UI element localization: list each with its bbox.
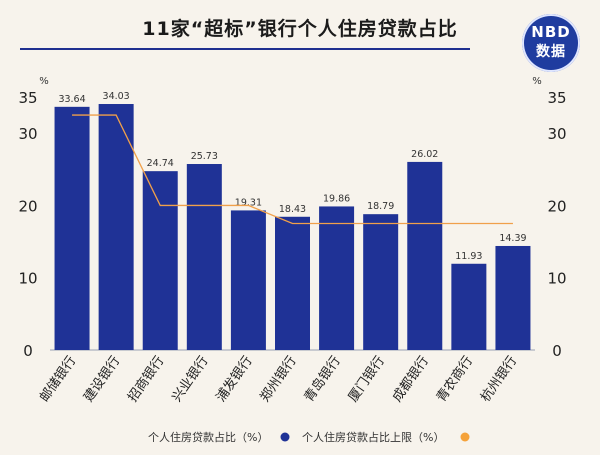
bar — [363, 214, 399, 350]
bar — [275, 216, 310, 350]
bar — [186, 164, 222, 350]
bar — [319, 206, 355, 350]
bar — [451, 263, 487, 350]
bar-value-label: 25.73 — [191, 151, 218, 162]
bar-value-label: 18.79 — [367, 201, 394, 212]
bar-value-label: 19.31 — [235, 197, 262, 208]
bar-value-label: 19.86 — [323, 193, 350, 204]
y-tick-label-right: 35 — [547, 89, 566, 107]
legend-marker-limit — [460, 432, 470, 442]
y-axis-unit-right: % — [532, 76, 542, 87]
y-tick-label-right: 0 — [552, 342, 562, 360]
x-tick-label: 兴业银行 — [169, 354, 211, 405]
bar — [230, 210, 266, 350]
y-tick-label-right: 10 — [547, 270, 566, 288]
y-tick-label-left: 20 — [18, 197, 37, 215]
y-tick-label-right: 30 — [547, 125, 566, 143]
bar — [54, 106, 90, 350]
nbd-logo: NBD 数据 — [522, 14, 580, 72]
x-tick-label: 招商银行 — [125, 354, 167, 405]
x-tick-label: 青岛银行 — [301, 353, 344, 405]
x-tick-label: 郑州银行 — [258, 354, 300, 405]
y-tick-label-right: 20 — [547, 197, 566, 215]
x-tick-label: 杭州银行 — [478, 354, 520, 405]
x-tick-label: 成都银行 — [390, 354, 432, 405]
bar-value-label: 24.74 — [147, 158, 174, 169]
x-tick-label: 邮储银行 — [37, 354, 79, 405]
legend-marker-bar — [280, 432, 290, 442]
legend-label-limit: 个人住房贷款占比上限（%） — [302, 430, 444, 444]
legend-label-bar: 个人住房贷款占比（%） — [148, 430, 268, 444]
bar-value-label: 14.39 — [499, 233, 526, 244]
bar — [495, 245, 531, 350]
x-tick-label: 厦门银行 — [346, 354, 388, 405]
bar — [98, 104, 134, 350]
x-tick-label: 浦发银行 — [213, 353, 256, 405]
logo-text-nbd: NBD — [531, 23, 571, 41]
y-tick-label-left: 30 — [18, 125, 37, 143]
bar-value-label: 11.93 — [455, 251, 482, 262]
x-tick-label: 建设银行 — [81, 354, 123, 405]
y-axis-unit-left: % — [39, 76, 49, 87]
bar-value-label: 34.03 — [103, 91, 130, 102]
bar — [407, 161, 443, 350]
y-tick-label-left: 0 — [23, 342, 33, 360]
bar-value-label: 33.64 — [58, 94, 85, 105]
bar-value-label: 18.43 — [279, 204, 306, 215]
y-tick-label-left: 10 — [18, 270, 37, 288]
title-underline — [20, 48, 470, 50]
x-tick-label: 青农商行 — [434, 354, 476, 405]
chart-title: 11家“超标”银行个人住房贷款占比 — [142, 18, 458, 40]
limit-line — [72, 114, 513, 225]
logo-text-data: 数据 — [536, 44, 566, 60]
bar-value-label: 26.02 — [411, 149, 438, 160]
bar — [142, 171, 178, 350]
y-tick-label-left: 35 — [18, 89, 37, 107]
